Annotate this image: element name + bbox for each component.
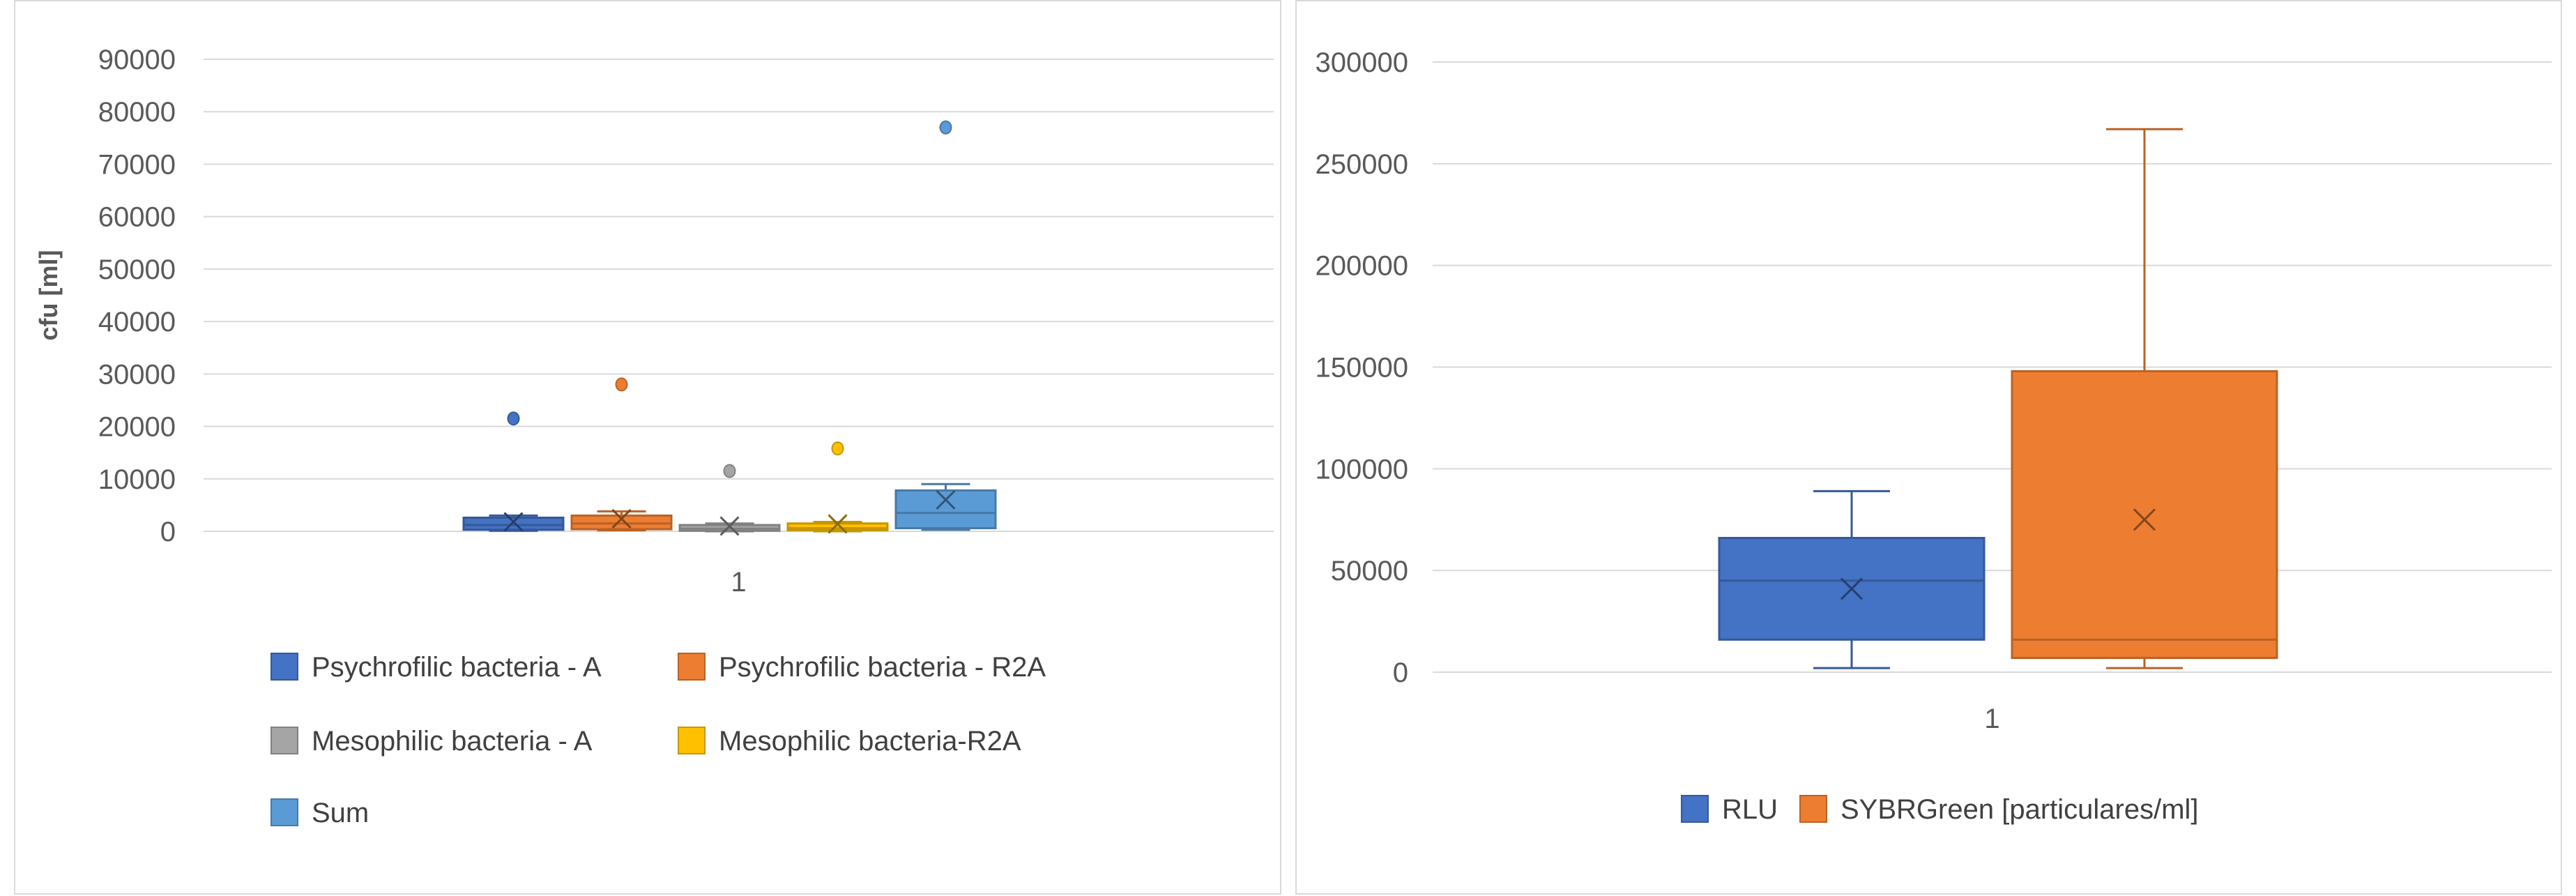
outlier-point [507,411,520,426]
legend-label: Psychrofilic bacteria - R2A [719,652,1046,683]
left-chart-panel: 0 10000 20000 30000 40000 50000 60000 70000 8000… [14,0,1281,895]
legend-item: Mesophilic bacteria-R2A [678,726,1021,757]
legend-swatch [270,798,298,826]
box-series-3 [678,464,781,536]
y-tick-label: 80000 [98,97,176,128]
y-tick-label: 250000 [1316,149,1408,180]
mean-marker [503,512,524,532]
legend-label: RLU [1722,794,1778,825]
legend-swatch [678,727,706,754]
box-series-2 [2011,128,2278,669]
legend-swatch [678,653,706,681]
box-series-4 [786,441,889,534]
right-boxplot-chart: 0 50000 100000 150000 200000 250000 300000 1 RLU… [1316,47,2552,825]
box-series-1 [462,411,565,532]
legend-swatch [270,727,298,754]
y-tick-label: 100000 [1316,454,1408,485]
outlier-point [615,377,628,392]
y-tick-label: 200000 [1316,251,1408,282]
y-tick-label: 150000 [1316,353,1408,384]
outlier-point [723,464,736,478]
outlier-point [939,120,952,135]
right-chart-panel: 0 50000 100000 150000 200000 250000 300000 1 RLU… [1295,0,2562,895]
legend-label: Mesophilic bacteria-R2A [719,726,1021,757]
y-tick-label: 30000 [98,359,176,390]
box-iqr [894,489,997,529]
legend-item: Psychrofilic bacteria - A [270,652,602,683]
legend-item: SYBRGreen [particulares/ml] [1799,794,2199,825]
box-series-1 [1718,489,1986,669]
y-tick-label: 0 [1393,658,1408,688]
box-series-5 [894,120,997,531]
legend-swatch [270,653,298,681]
y-tick-label: 10000 [98,464,176,495]
legend-swatch [1681,795,1709,823]
y-tick-label: 60000 [98,202,176,233]
mean-marker [1840,577,1864,600]
mean-marker [936,489,956,510]
legend-label: Psychrofilic bacteria - A [312,652,602,683]
y-tick-label: 50000 [98,255,176,285]
outlier-point [831,441,844,456]
box-iqr [570,514,673,531]
legend-item: RLU [1681,794,1778,825]
y-tick-label: 40000 [98,307,176,337]
legend-item: Sum [270,798,369,828]
mean-marker [611,508,632,529]
y-tick-label: 70000 [98,149,176,180]
x-category-label: 1 [1984,704,1999,734]
y-tick-label: 20000 [98,412,176,443]
y-tick-label: 90000 [98,45,176,75]
left-boxplot-chart: 0 10000 20000 30000 40000 50000 60000 70000 8000… [34,45,1274,828]
y-tick-label: 300000 [1316,47,1408,78]
legend-label: SYBRGreen [particulares/ml] [1840,794,2199,825]
legend-item: Psychrofilic bacteria - R2A [678,652,1046,683]
x-category-label: 1 [731,567,746,598]
y-tick-label: 50000 [1331,556,1408,586]
y-tick-label: 0 [160,517,176,547]
box-iqr [462,516,565,531]
y-axis-label: cfu [ml] [34,250,63,341]
mean-marker [2133,508,2156,531]
legend-label: Mesophilic bacteria - A [312,726,593,757]
legend-label: Sum [312,798,369,828]
legend-swatch [1799,795,1827,823]
legend-item: Mesophilic bacteria - A [270,726,593,757]
mean-marker [719,516,740,536]
box-iqr [2011,370,2278,660]
box-series-2 [570,377,673,531]
mean-marker [828,514,848,534]
